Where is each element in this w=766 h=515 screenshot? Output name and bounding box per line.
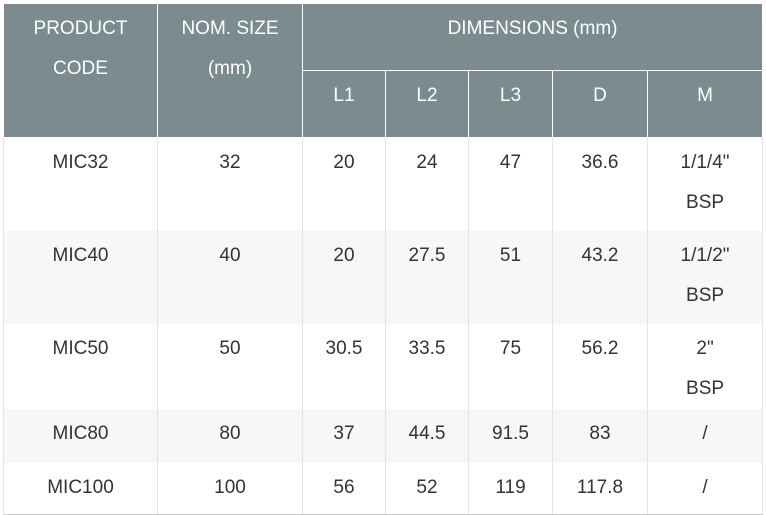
table-row: MIC40 40 20 27.5 51 43.2 1/1/2" BSP xyxy=(3,230,764,324)
table-cell: 117.8 xyxy=(552,462,648,515)
table-cell: 33.5 xyxy=(385,323,469,409)
header-cell: L1 xyxy=(302,70,386,138)
header-cell: PRODUCT CODE xyxy=(3,3,158,138)
table-cell: 1/1/2" BSP xyxy=(646,230,764,324)
table-cell: 56.2 xyxy=(552,323,648,409)
spec-table: PRODUCT CODE NOM. SIZE (mm) DIMENSIONS (… xyxy=(3,3,764,515)
header-cell: L3 xyxy=(468,70,553,138)
table-cell: MIC80 xyxy=(3,408,158,463)
table-cell: 91.5 xyxy=(468,408,553,463)
table-cell: 119 xyxy=(468,462,553,515)
table-header: PRODUCT CODE NOM. SIZE (mm) DIMENSIONS (… xyxy=(3,3,764,138)
table-cell: 2" BSP xyxy=(646,323,764,409)
table-cell: 80 xyxy=(157,408,303,463)
table-cell: 100 xyxy=(157,462,303,515)
table-cell: MIC50 xyxy=(3,323,158,409)
table-row: MIC50 50 30.5 33.5 75 56.2 2" BSP xyxy=(3,323,764,409)
table-cell: 44.5 xyxy=(385,408,469,463)
table-cell: MIC100 xyxy=(3,462,158,515)
table-row: MIC32 32 20 24 47 36.6 1/1/4" BSP xyxy=(3,137,764,231)
table-row: MIC100 100 56 52 119 117.8/ xyxy=(3,462,764,515)
header-cell: L2 xyxy=(385,70,469,138)
header-cell: M xyxy=(646,70,764,138)
table-cell: 30.5 xyxy=(302,323,386,409)
table-cell: 20 xyxy=(302,230,386,324)
table-cell: 51 xyxy=(468,230,553,324)
table-cell: 56 xyxy=(302,462,386,515)
table-cell: 32 xyxy=(157,137,303,231)
table-cell: 83 xyxy=(552,408,648,463)
table-cell: 24 xyxy=(385,137,469,231)
table-cell: 75 xyxy=(468,323,553,409)
table-body: MIC32 32 20 24 47 36.6 1/1/4" BSP MIC40 40 20 27.5… xyxy=(3,137,764,515)
page: PRODUCT CODE NOM. SIZE (mm) DIMENSIONS (… xyxy=(3,3,764,515)
header-cell: D xyxy=(552,70,648,138)
table-cell: 43.2 xyxy=(552,230,648,324)
table-cell: MIC32 xyxy=(3,137,158,231)
table-cell: 27.5 xyxy=(385,230,469,324)
header-cell: NOM. SIZE (mm) xyxy=(157,3,303,138)
table-cell: 50 xyxy=(157,323,303,409)
table-row: MIC80 80 37 44.5 91.5 83/ xyxy=(3,408,764,463)
header-row: L1 L2 L3 D M xyxy=(4,70,764,138)
header-cell: DIMENSIONS (mm) xyxy=(301,3,764,71)
table-cell: / xyxy=(646,462,764,515)
table-cell: 37 xyxy=(302,408,386,463)
table-cell: 52 xyxy=(385,462,469,515)
table-cell: 20 xyxy=(302,137,386,231)
table-cell: 36.6 xyxy=(552,137,648,231)
table-cell: MIC40 xyxy=(3,230,158,324)
table-cell: 40 xyxy=(157,230,303,324)
table-cell: 47 xyxy=(468,137,553,231)
table-cell: / xyxy=(646,408,764,463)
table-cell: 1/1/4" BSP xyxy=(646,137,764,231)
